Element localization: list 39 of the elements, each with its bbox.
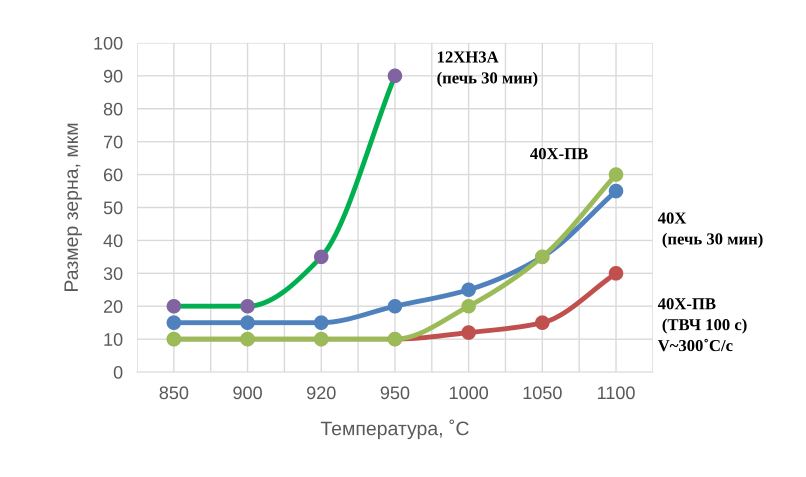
point (314, 250, 329, 264)
series-label: 40Х-ПВ (530, 148, 588, 160)
y-tick-label: 100 (94, 36, 122, 50)
point (240, 298, 255, 314)
point (166, 315, 182, 330)
y-tick-label: 60 (104, 168, 122, 182)
x-axis-title: Температура, ˚С (320, 419, 469, 440)
point (461, 325, 476, 340)
point (388, 68, 402, 84)
x-tick-label: 950 (380, 386, 410, 400)
x-tick-label: 900 (233, 386, 262, 400)
x-tick-label: 1050 (524, 386, 562, 400)
y-tick-label: 90 (104, 70, 122, 83)
y-tick-label: 20 (104, 300, 122, 313)
point (535, 315, 550, 330)
point (314, 315, 329, 330)
point (166, 298, 182, 314)
x-tick-label: 1000 (450, 386, 488, 400)
y-tick-label: 50 (104, 201, 122, 214)
y-axis-title: Размер зерна, мкм (64, 124, 82, 291)
y-tick-label: 10 (104, 333, 122, 346)
point (240, 315, 255, 330)
y-tick-label: 40 (103, 234, 122, 248)
text: 12ХН3А (печь 30 мин) (437, 51, 538, 87)
text: 40Х (печь 30 мин) (658, 212, 763, 248)
y-tick-label: 30 (104, 267, 122, 280)
point (461, 282, 476, 298)
point (608, 266, 624, 281)
x-tick-label: 1100 (598, 386, 635, 400)
point (608, 184, 624, 198)
point (388, 298, 402, 314)
point (461, 298, 476, 314)
x-tick-label: 850 (160, 386, 188, 400)
y-tick-label: 80 (104, 102, 122, 116)
y-tick-label: 0 (114, 366, 122, 379)
x-tick-label: 920 (307, 386, 336, 400)
y-tick-label: 70 (104, 136, 122, 148)
point (608, 167, 624, 182)
text: 40Х-ПВ (ТВЧ 100 с) V~300˚С/с (658, 298, 747, 352)
